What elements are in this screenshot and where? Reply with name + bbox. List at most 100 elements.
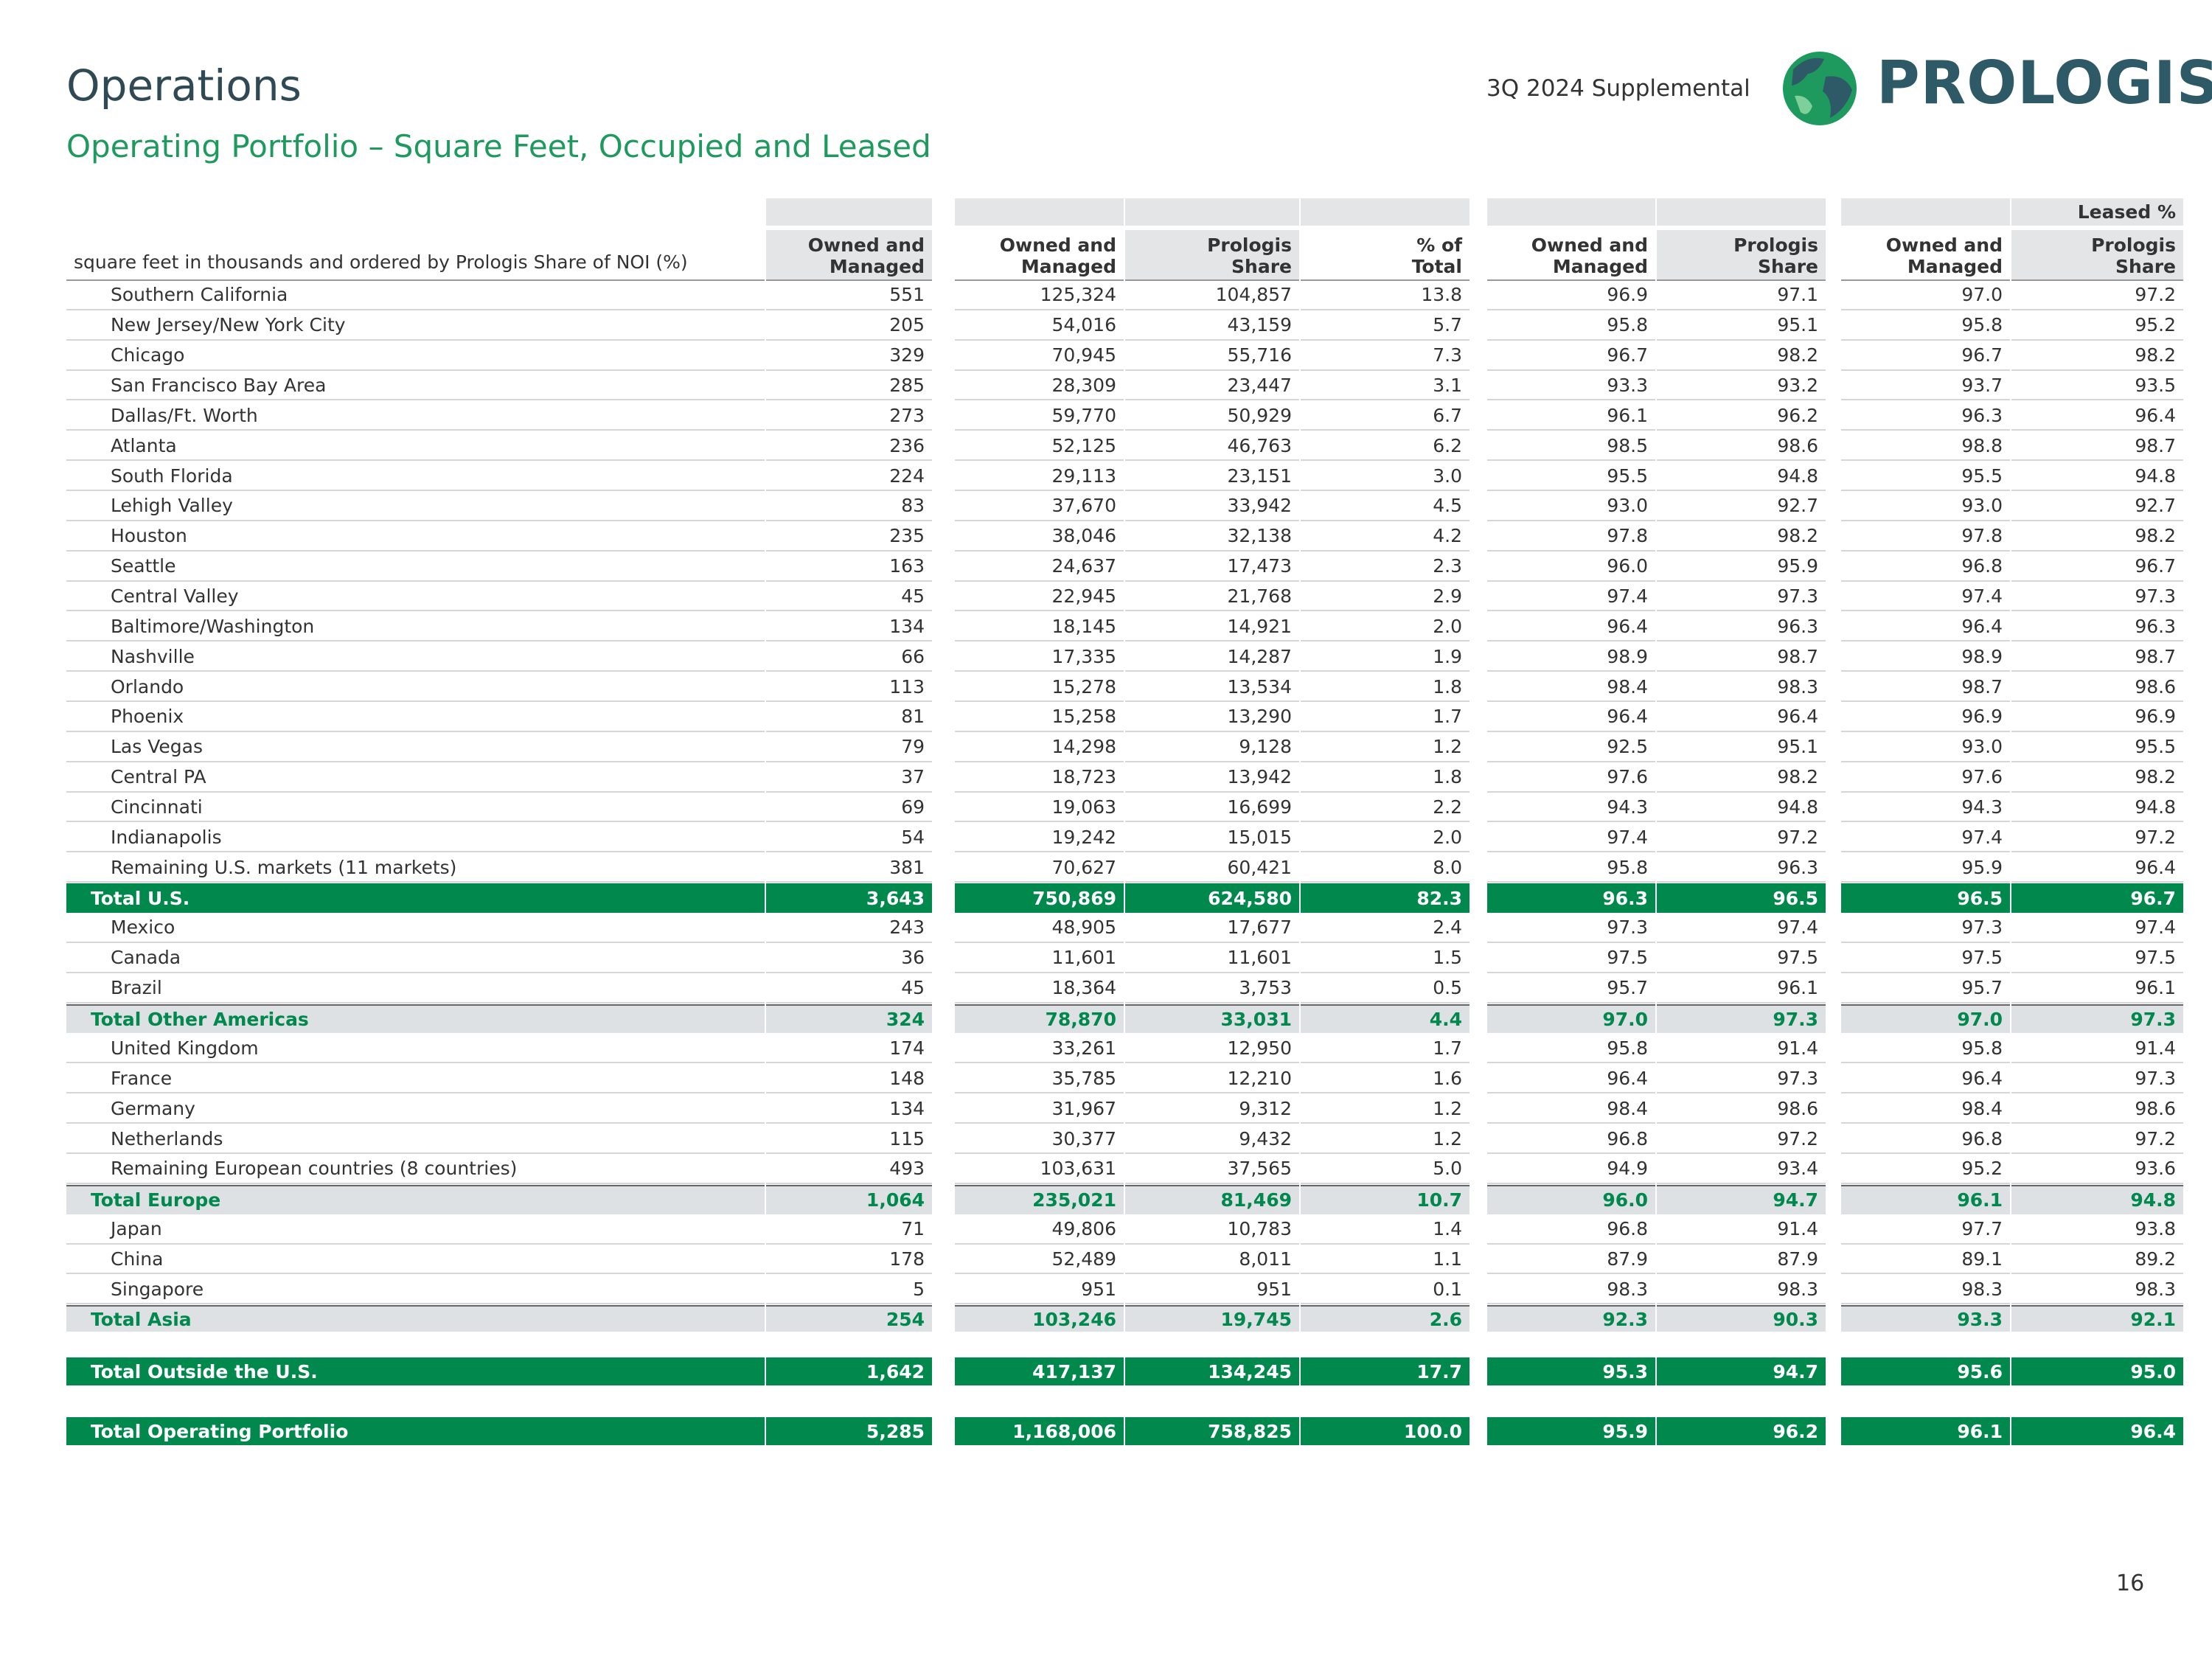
row-value: 96.9 xyxy=(2011,703,2183,732)
row-value: 95.2 xyxy=(2011,310,2183,341)
row-value: 98.3 xyxy=(1657,672,1826,703)
row-value: 1.7 xyxy=(1301,1034,1470,1064)
column-header-cell: % of Total xyxy=(1301,230,1470,281)
row-value: 174 xyxy=(766,1034,932,1064)
row-value: 70,945 xyxy=(955,341,1124,371)
row-value: 134 xyxy=(766,612,932,642)
row-value: 90.3 xyxy=(1657,1305,1826,1332)
row-value: 89.1 xyxy=(1841,1245,2010,1275)
row-value: 13,942 xyxy=(1125,762,1299,793)
row-value: 5 xyxy=(766,1275,932,1305)
row-value: 91.4 xyxy=(1657,1034,1826,1064)
row-label: New Jersey/New York City xyxy=(66,310,765,341)
row-label: Total U.S. xyxy=(66,883,765,914)
row-value: 22,945 xyxy=(955,582,1124,612)
row-value: 96.8 xyxy=(1487,1124,1655,1154)
row-value: 23,447 xyxy=(1125,371,1299,401)
row-value: 2.4 xyxy=(1301,914,1470,943)
row-value: 97.3 xyxy=(2011,582,2183,612)
row-value: 3,753 xyxy=(1125,973,1299,1004)
row-value: 12,210 xyxy=(1125,1064,1299,1094)
row-value: 36 xyxy=(766,943,932,973)
column-header-line: Share xyxy=(2115,256,2176,277)
row-value: 96.0 xyxy=(1487,552,1655,582)
row-value: 98.3 xyxy=(1487,1275,1655,1305)
row-value: 0.5 xyxy=(1301,973,1470,1004)
row-value: 32,138 xyxy=(1125,521,1299,552)
row-value: 5.0 xyxy=(1301,1154,1470,1184)
row-value: 98.4 xyxy=(1841,1094,2010,1124)
row-label: Nashville xyxy=(66,642,765,672)
row-label: United Kingdom xyxy=(66,1034,765,1064)
row-value: 113 xyxy=(766,672,932,703)
row-value: 163 xyxy=(766,552,932,582)
row-value: 52,489 xyxy=(955,1245,1124,1275)
row-value: 125,324 xyxy=(955,281,1124,310)
row-value: 97.4 xyxy=(1487,582,1655,612)
row-label: Brazil xyxy=(66,973,765,1004)
row-value: 87.9 xyxy=(1657,1245,1826,1275)
row-label: Mexico xyxy=(66,914,765,943)
row-value: 8.0 xyxy=(1301,853,1470,883)
row-value: 98.7 xyxy=(1841,672,2010,703)
row-value: 9,312 xyxy=(1125,1094,1299,1124)
row-value: 98.7 xyxy=(2011,642,2183,672)
row-value: 97.5 xyxy=(1841,943,2010,973)
row-value: 96.2 xyxy=(1657,401,1826,431)
row-label: China xyxy=(66,1245,765,1275)
row-value: 493 xyxy=(766,1154,932,1184)
row-value: 96.0 xyxy=(1487,1184,1655,1214)
row-value: 92.7 xyxy=(1657,492,1826,521)
row-value: 103,246 xyxy=(955,1305,1124,1332)
row-label: Phoenix xyxy=(66,703,765,732)
row-value: 83 xyxy=(766,492,932,521)
row-value: 95.8 xyxy=(1841,1034,2010,1064)
group-header-cell xyxy=(1841,198,2010,226)
row-value: 19,745 xyxy=(1125,1305,1299,1332)
row-value: 2.0 xyxy=(1301,612,1470,642)
column-header-line: Owned and xyxy=(1531,234,1648,256)
column-header-line: Owned and xyxy=(807,234,925,256)
row-label: Southern California xyxy=(66,281,765,310)
row-value: 97.3 xyxy=(1657,582,1826,612)
row-value: 95.7 xyxy=(1487,973,1655,1004)
row-label: Canada xyxy=(66,943,765,973)
row-value: 98.3 xyxy=(2011,1275,2183,1305)
row-value: 29,113 xyxy=(955,462,1124,492)
row-value: 97.3 xyxy=(2011,1004,2183,1034)
row-value: 95.9 xyxy=(1841,853,2010,883)
row-value: 1.1 xyxy=(1301,1245,1470,1275)
row-value: 96.8 xyxy=(1841,552,2010,582)
row-value: 2.0 xyxy=(1301,823,1470,853)
row-value: 78,870 xyxy=(955,1004,1124,1034)
row-value: 1.2 xyxy=(1301,732,1470,762)
row-value: 11,601 xyxy=(1125,943,1299,973)
row-value: 17.7 xyxy=(1301,1357,1470,1385)
row-value: 97.4 xyxy=(1841,582,2010,612)
row-value: 104,857 xyxy=(1125,281,1299,310)
row-value: 98.2 xyxy=(2011,341,2183,371)
row-value: 93.3 xyxy=(1841,1305,2010,1332)
row-value: 35,785 xyxy=(955,1064,1124,1094)
row-value: 92.1 xyxy=(2011,1305,2183,1332)
row-value: 96.4 xyxy=(1841,1064,2010,1094)
row-value: 13.8 xyxy=(1301,281,1470,310)
row-label: Houston xyxy=(66,521,765,552)
row-value: 97.3 xyxy=(1657,1064,1826,1094)
row-value: 17,677 xyxy=(1125,914,1299,943)
table-note: square feet in thousands and ordered by … xyxy=(74,251,688,273)
row-value: 254 xyxy=(766,1305,932,1332)
group-header-cell xyxy=(955,198,1124,226)
row-value: 13,290 xyxy=(1125,703,1299,732)
row-value: 82.3 xyxy=(1301,883,1470,914)
row-value: 97.5 xyxy=(1487,943,1655,973)
row-value: 37,565 xyxy=(1125,1154,1299,1184)
row-value: 95.8 xyxy=(1487,853,1655,883)
row-value: 17,335 xyxy=(955,642,1124,672)
row-label: Las Vegas xyxy=(66,732,765,762)
row-value: 59,770 xyxy=(955,401,1124,431)
row-value: 97.7 xyxy=(1841,1214,2010,1245)
row-label: Indianapolis xyxy=(66,823,765,853)
column-header-line: Prologis xyxy=(1207,234,1292,256)
